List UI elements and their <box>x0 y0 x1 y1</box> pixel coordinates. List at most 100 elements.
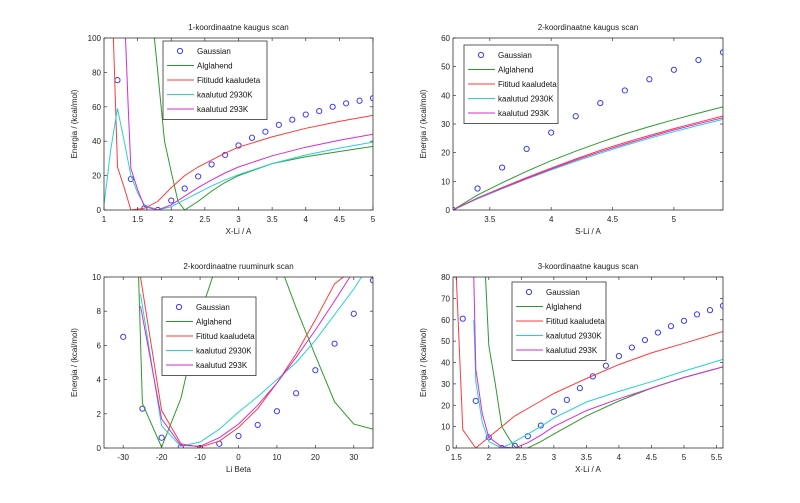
y-tick-label: 2 <box>97 410 102 419</box>
legend-entry: Fititud kaaludeta <box>546 317 605 326</box>
legend-entry: Gaussian <box>196 303 230 312</box>
subplot-1: 1 1.5 2 2.5 3 3.5 4 4.5 5 0 20 40 60 80 100 1-koordinaa… <box>70 23 376 236</box>
x-tick-label: 1.5 <box>132 215 144 224</box>
gaussian-point <box>472 397 479 405</box>
gaussian-point <box>693 311 701 318</box>
x-tick-label: 2.5 <box>199 215 211 224</box>
x-tick-label: 3.5 <box>267 215 279 224</box>
y-tick-label: 6 <box>97 341 102 350</box>
legend-entry: Fititud kaaludeta <box>196 332 255 341</box>
legend-entry: Gaussian <box>498 51 532 60</box>
gaussian-point <box>537 422 544 429</box>
legend-entry: kaalutud 293K <box>546 346 598 355</box>
gaussian-point <box>485 434 492 441</box>
plot-title: 2-koordinaatne ruuminurk scan <box>183 262 293 271</box>
y-tick-label: 40 <box>441 91 450 100</box>
gaussian-point <box>235 142 242 149</box>
subplot-3: -30 -20 -10 0 10 20 30 0 2 4 6 8 10 2-koordinaatne ru… <box>70 262 374 474</box>
gaussian-point <box>621 87 628 94</box>
x-tick-label: 3.5 <box>484 215 496 224</box>
gaussian-point <box>498 164 506 171</box>
series-line-kaalutud-293k <box>125 38 373 210</box>
legend-entry: Gaussian <box>546 288 580 297</box>
legend-entry: kaalutud 293K <box>498 109 550 118</box>
x-tick-label: 3.5 <box>581 453 593 462</box>
x-tick-label: -20 <box>156 453 168 462</box>
gaussian-point <box>670 66 678 73</box>
y-tick-label: 100 <box>88 34 102 43</box>
gaussian-point <box>273 408 281 415</box>
y-tick-label: 70 <box>441 294 450 303</box>
legend: Gaussian Alglahend Fititud kaaludeta kaalut… <box>463 44 559 124</box>
y-tick-label: 40 <box>441 359 450 368</box>
gaussian-point <box>511 442 518 448</box>
gaussian-point <box>208 161 215 168</box>
y-tick-label: 60 <box>441 34 450 43</box>
legend-entry: Alglahend <box>196 318 232 327</box>
legend-entry: kaalutud 293K <box>197 105 249 114</box>
legend-entry: kaalutud 2930K <box>197 91 253 100</box>
gaussian-point <box>641 336 649 344</box>
series-line-kaalutud-2930k <box>104 108 373 210</box>
series-line-kaalutud-2930k <box>453 118 723 210</box>
series-line-alglahend <box>485 277 723 448</box>
gaussian-point <box>195 173 202 180</box>
x-tick-label: 4 <box>617 453 622 462</box>
legend-entry: kaalutud 2930K <box>196 347 252 356</box>
y-tick-label: 50 <box>441 63 450 72</box>
x-tick-label: 0 <box>236 453 241 462</box>
series-line-fititud-kaaludeta <box>112 38 373 210</box>
series-line-alglahend <box>453 106 723 210</box>
y-tick-label: 8 <box>97 307 102 316</box>
series-group <box>453 49 723 210</box>
legend-entry: Fititud kaaludeta <box>498 80 557 89</box>
series-line-kaalutud-2930k <box>140 277 362 447</box>
gaussian-point <box>550 408 557 415</box>
y-tick-label: 10 <box>441 423 450 432</box>
legend: Gaussian Alglahend Fititudd kaaludeta kaalu… <box>162 40 268 120</box>
legend-entry: Alglahend <box>498 66 534 75</box>
y-tick-label: 10 <box>92 273 101 282</box>
plot-title: 2-koordinaatne kaugus scan <box>538 23 639 32</box>
y-tick-label: 10 <box>441 177 450 186</box>
gaussian-point <box>254 421 261 429</box>
x-tick-label: 1.5 <box>451 453 463 462</box>
legend-entry: Alglahend <box>197 62 233 71</box>
series-line-kaalutud-293k <box>473 277 723 448</box>
gaussian-point <box>523 145 530 153</box>
x-tick-label: -30 <box>117 453 129 462</box>
gaussian-point <box>680 317 688 324</box>
gaussian-point <box>615 352 623 360</box>
y-tick-label: 20 <box>441 401 450 410</box>
legend-entry: kaalutud 2930K <box>498 95 554 104</box>
y-tick-label: 0 <box>446 206 451 215</box>
x-axis-label: X-Li / A <box>226 227 252 236</box>
plot-title: 1-koordinaatne kaugus scan <box>188 23 289 32</box>
series-group <box>455 277 723 448</box>
legend-entry: kaalutud 2930K <box>546 332 602 341</box>
legend-entry: Fititudd kaaludeta <box>197 76 261 85</box>
x-axis-label: X-Li / A <box>575 465 601 474</box>
gaussian-point <box>548 129 555 136</box>
gaussian-point <box>654 329 662 336</box>
y-tick-label: 0 <box>97 206 102 215</box>
legend: Gaussian Alglahend Fititud kaaludeta kaalut… <box>511 281 607 361</box>
gaussian-point <box>597 99 604 107</box>
x-tick-label: -10 <box>194 453 206 462</box>
gaussian-point <box>343 100 350 107</box>
x-tick-label: 3 <box>552 453 557 462</box>
subplot-4: 1.5 2 2.5 3 3.5 4 4.5 5 5.5 0 10 20 30 40 50 60 70 80 3-ko… <box>419 262 724 474</box>
legend-entry: Alglahend <box>546 303 582 312</box>
gaussian-point <box>719 49 723 56</box>
gaussian-point <box>602 362 609 369</box>
x-axis-label: Li Beta <box>226 465 251 474</box>
x-tick-label: 4.5 <box>334 215 346 224</box>
y-tick-label: 20 <box>92 172 101 181</box>
gaussian-point <box>667 323 675 330</box>
gaussian-point <box>312 367 319 374</box>
gaussian-point <box>158 434 165 441</box>
gaussian-point <box>316 108 323 115</box>
x-tick-label: 4 <box>304 215 309 224</box>
y-tick-label: 30 <box>441 380 450 389</box>
